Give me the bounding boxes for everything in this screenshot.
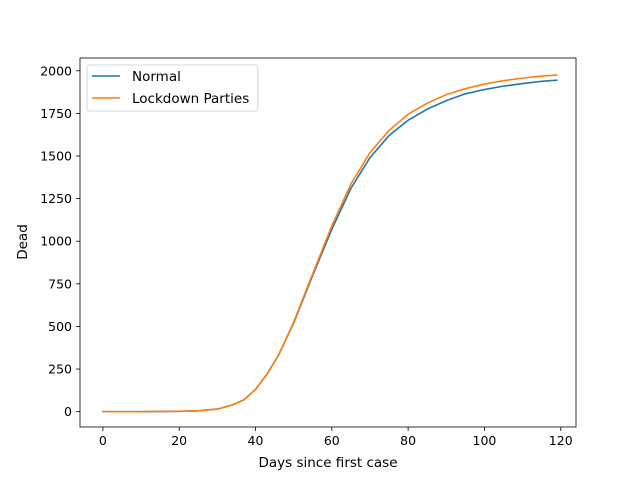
legend: Normal Lockdown Parties [86, 64, 259, 112]
y-axis-title: Dead [15, 224, 31, 260]
x-axis-title: Days since first case [258, 455, 397, 471]
axes-layer: 0 20 40 60 80 100 120 0 250 500 750 1000 1250 1500 175… [40, 63, 573, 448]
x-tick-label: 20 [171, 433, 187, 448]
plot-area [80, 58, 576, 427]
legend-box [86, 64, 259, 112]
y-tick-label: 250 [48, 362, 72, 377]
y-tick-label: 1250 [40, 191, 72, 206]
y-tick-label: 1000 [40, 234, 72, 249]
legend-label-normal: Normal [132, 69, 181, 85]
legend-label-lockdown-parties: Lockdown Parties [132, 91, 249, 107]
x-tick-label: 60 [324, 433, 340, 448]
plot-frame [79, 57, 577, 428]
x-tick-label: 0 [99, 433, 107, 448]
y-tick-label: 1500 [40, 149, 72, 164]
x-tick-label: 80 [400, 433, 416, 448]
series-layer [102, 74, 558, 413]
x-tick-label: 40 [248, 433, 264, 448]
x-tick-label: 100 [473, 433, 497, 448]
x-tick-label: 120 [549, 433, 573, 448]
y-tick-label: 0 [64, 404, 72, 419]
y-tick-label: 500 [48, 319, 72, 334]
y-tick-label: 750 [48, 276, 72, 291]
y-tick-label: 2000 [40, 63, 72, 78]
series-line-lockdown-parties [102, 74, 558, 413]
y-tick-label: 1750 [40, 106, 72, 121]
